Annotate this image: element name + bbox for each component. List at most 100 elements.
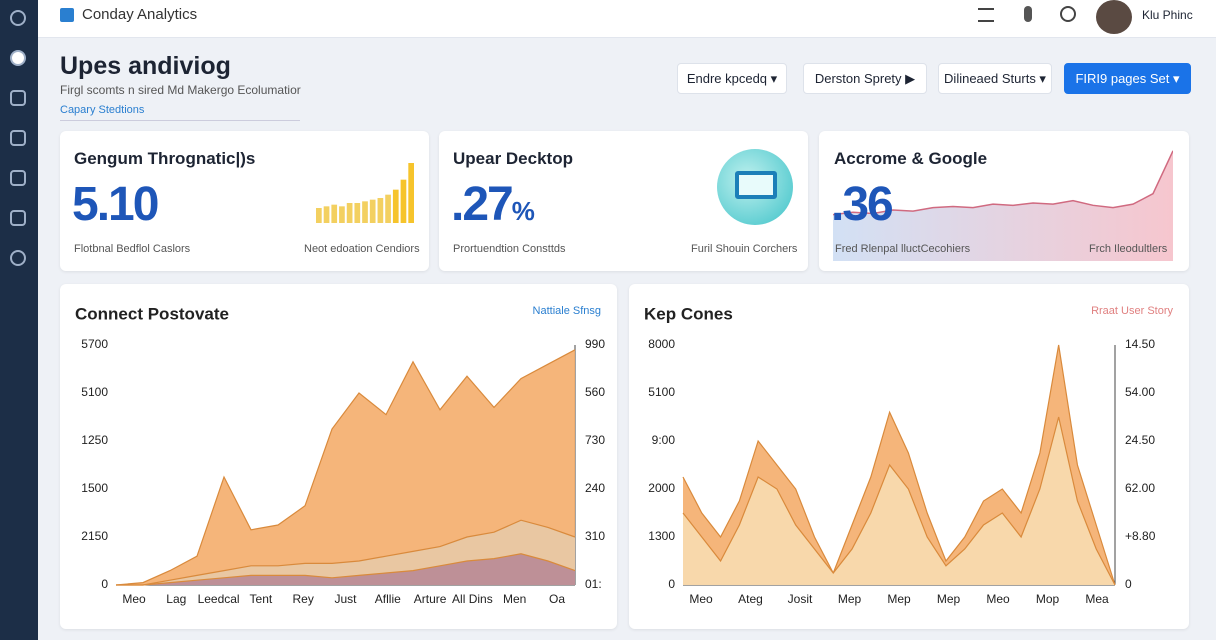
nav-icon[interactable] xyxy=(10,130,26,146)
page-link[interactable]: Capary Stedtions xyxy=(60,104,300,121)
y-tick-label: 0 xyxy=(668,577,675,591)
page-subtitle: Firgl scomts n sired Md Makergo Ecolumat… xyxy=(60,83,301,97)
x-tick-label: Mep xyxy=(887,592,911,606)
y2-tick-label: 560 xyxy=(585,385,605,399)
y-tick-label: 5100 xyxy=(648,385,675,399)
kpi-title: Gengum Thrognatic|)s xyxy=(74,149,256,168)
filter-button[interactable]: Dilineaed Sturts ▾ xyxy=(938,63,1052,94)
x-tick-label: Oa xyxy=(549,592,565,606)
x-tick-label: Mep xyxy=(937,592,961,606)
x-tick-label: Mea xyxy=(1085,592,1109,606)
primary-button[interactable]: FIRI9 pages Set ▾ xyxy=(1064,63,1191,94)
avatar[interactable] xyxy=(1096,0,1132,34)
area-chart: Connect Postovate Nattiale Sfnsg 5700 5100 1… xyxy=(75,304,605,606)
kpi-footer: Neot edoation Cendiors xyxy=(304,243,420,255)
monitor-screen xyxy=(735,171,777,199)
filter-button[interactable]: Derston Sprety ▶ xyxy=(803,63,927,94)
chart-card: Connect Postovate Nattiale Sfnsg 5700 5100 1… xyxy=(60,284,617,629)
nav-icon[interactable] xyxy=(10,210,26,226)
kpi-footer: Frch Ileodultlers xyxy=(1089,243,1168,255)
x-tick-label: Rey xyxy=(293,592,314,606)
y2-tick-label: 0 xyxy=(1125,577,1132,591)
x-tick-label: Men xyxy=(503,592,526,606)
mini-bar xyxy=(331,204,338,223)
spark-line xyxy=(833,150,1173,216)
user-name: Klu Phinc xyxy=(1142,8,1193,22)
y-tick-label: 9:00 xyxy=(652,433,676,447)
area-line xyxy=(682,416,1116,586)
clock-icon[interactable] xyxy=(1060,6,1076,22)
kpi-card: Gengum Thrognatic|)s 5.10 Flotbnal Bedfl… xyxy=(60,131,429,271)
chart-title: Kep Cones xyxy=(644,304,733,323)
mini-bar xyxy=(408,163,414,223)
settings-icon[interactable] xyxy=(10,10,26,26)
area xyxy=(683,417,1115,585)
x-tick-label: Tent xyxy=(250,592,273,606)
y2-tick-label: 01: xyxy=(585,577,602,591)
menu-icon[interactable] xyxy=(978,8,994,22)
y-tick-label: 1250 xyxy=(81,433,108,447)
y-tick-label: 1300 xyxy=(648,529,675,543)
top-bar: Conday Analytics Klu Phinc xyxy=(38,0,1216,38)
y-tick-label: 2000 xyxy=(648,481,675,495)
monitor-icon xyxy=(717,149,793,225)
kpi-footer: Furil Shouin Corchers xyxy=(691,243,798,255)
kpi-title: Upear Decktop xyxy=(453,149,573,168)
y-tick-label: 0 xyxy=(101,577,108,591)
y-tick-label: 8000 xyxy=(648,337,675,351)
kpi-unit: % xyxy=(511,196,535,226)
mini-bar xyxy=(392,189,399,223)
x-tick-label: Arture xyxy=(414,592,447,606)
kpi-footer: Prortuendtion Consttds xyxy=(453,243,566,255)
nav-icon[interactable] xyxy=(10,170,26,186)
area xyxy=(116,349,575,585)
y2-tick-label: 240 xyxy=(585,481,605,495)
filter-button[interactable]: Endre kpcedq ▾ xyxy=(677,63,787,94)
x-tick-label: Meo xyxy=(689,592,713,606)
y2-tick-label: 62.00 xyxy=(1125,481,1155,495)
legend: Nattiale Sfnsg xyxy=(533,305,601,317)
spark-area xyxy=(833,150,1173,261)
mini-bar xyxy=(346,203,353,223)
x-tick-label: Leedcal xyxy=(198,592,240,606)
nav-icon[interactable] xyxy=(10,50,26,66)
mini-bar xyxy=(354,203,361,223)
nav-icon[interactable] xyxy=(10,250,26,266)
sidebar xyxy=(0,0,38,640)
y-tick-label: 1500 xyxy=(81,481,108,495)
kpi-footer: Flotbnal Bedflol Caslors xyxy=(74,243,191,255)
mic-icon[interactable] xyxy=(1024,6,1032,22)
page-title: Upes andiviog xyxy=(60,52,231,80)
x-tick-label: Meo xyxy=(122,592,146,606)
y-tick-label: 5100 xyxy=(81,385,108,399)
x-tick-label: Just xyxy=(334,592,357,606)
mini-bar xyxy=(369,199,376,223)
kpi-card: Upear Decktop .27% Prortuendtion Consttd… xyxy=(439,131,808,271)
chart-title: Connect Postovate xyxy=(75,304,229,323)
nav-icon[interactable] xyxy=(10,90,26,106)
area-line xyxy=(116,519,576,586)
y2-tick-label: 990 xyxy=(585,337,605,351)
x-tick-label: Lag xyxy=(166,592,186,606)
y2-tick-label: 24.50 xyxy=(1125,433,1155,447)
area-line xyxy=(682,344,1116,586)
x-tick-label: Meo xyxy=(986,592,1010,606)
y-tick-label: 5700 xyxy=(81,337,108,351)
area-line xyxy=(115,349,576,586)
y2-tick-label: 730 xyxy=(585,433,605,447)
mini-bar xyxy=(339,206,345,223)
logo xyxy=(60,8,74,22)
app-name: Conday Analytics xyxy=(82,6,198,23)
area-chart: Kep Cones Rraat User Story 8000 5100 9:00 200… xyxy=(644,304,1173,606)
kpi-card: Accrome & Google .36 Fred Rlenpal lluctC… xyxy=(819,131,1189,271)
kpi-value: 5.10 xyxy=(72,178,159,231)
kpi-value: .36 xyxy=(831,178,894,231)
y2-tick-label: 54.00 xyxy=(1125,385,1155,399)
x-tick-label: Ateg xyxy=(738,592,763,606)
mini-bar xyxy=(400,179,407,223)
y-tick-label: 2150 xyxy=(81,529,108,543)
y2-tick-label: +8.80 xyxy=(1125,529,1156,543)
kpi-footer: Fred Rlenpal lluctCecohiers xyxy=(835,243,971,255)
legend: Rraat User Story xyxy=(1091,305,1173,317)
